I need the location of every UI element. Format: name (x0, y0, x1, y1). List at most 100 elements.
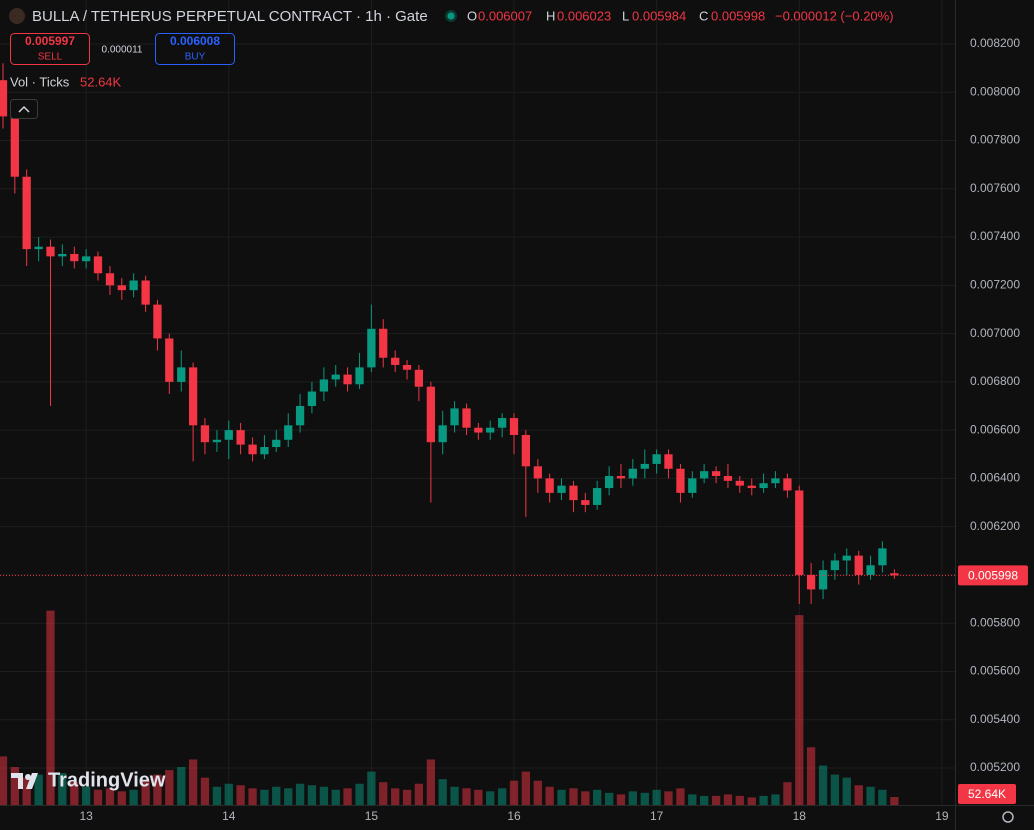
volume-bars (0, 610, 899, 805)
candle-body (188, 367, 198, 426)
candle-body (248, 444, 257, 455)
candle-body (866, 565, 875, 575)
x-tick-label: 19 (935, 809, 949, 823)
volume-bar (248, 788, 257, 805)
volume-bar (735, 795, 744, 805)
volume-bar (830, 774, 840, 805)
volume-bar (34, 774, 43, 805)
volume-bar (616, 794, 626, 805)
symbol-icon[interactable] (9, 8, 25, 24)
volume-bar (498, 788, 507, 805)
last-volume-label: 52.64K (968, 787, 1006, 801)
candle-body (533, 466, 542, 479)
volume-bar (284, 788, 293, 805)
candle-body (664, 454, 673, 469)
candle-body (58, 253, 67, 257)
collapse-button[interactable] (10, 99, 38, 119)
close-label: C (699, 8, 708, 23)
spread: 0.000011 (102, 45, 143, 56)
volume-bar (402, 789, 412, 805)
candle-body (486, 427, 495, 433)
y-tick-label: 0.006800 (970, 374, 1020, 388)
volume-bar (200, 777, 210, 805)
candle-body (331, 374, 340, 380)
candle-body (890, 573, 899, 576)
last-price-label: 0.005998 (968, 569, 1018, 583)
x-tick-label: 13 (79, 809, 93, 823)
collapse-icon (18, 105, 30, 113)
y-tick-label: 0.007400 (970, 229, 1020, 243)
volume-bar (188, 759, 198, 805)
volume-bar (866, 786, 875, 805)
volume-bar (878, 789, 887, 805)
candle-body (616, 475, 626, 479)
x-tick-label: 18 (793, 809, 807, 823)
x-tick-label: 16 (507, 809, 521, 823)
candle-body (224, 430, 233, 440)
candle-body (438, 425, 447, 443)
y-tick-label: 0.008000 (970, 84, 1020, 98)
buy-button[interactable] (155, 33, 235, 65)
volume-bar (640, 792, 649, 805)
symbol-title[interactable]: BULLA / TETHERUS PERPETUAL CONTRACT · 1h… (32, 8, 428, 25)
volume-bar (688, 794, 697, 805)
axes: 0.0052000.0054000.0056000.0058000.006000… (0, 36, 1028, 823)
volume-bar (343, 788, 352, 805)
candle-body (165, 338, 174, 382)
candle-body (652, 454, 661, 464)
last-volume-box (958, 784, 1016, 804)
candle-body (355, 367, 364, 385)
sell-price: 0.005997 (25, 34, 75, 48)
y-tick-label: 0.005200 (970, 760, 1020, 774)
change-value: −0.000012 (−0.20%) (775, 8, 894, 23)
volume-bar (46, 610, 55, 805)
candle-body (735, 480, 744, 486)
candle-body (212, 439, 222, 443)
candle-body (747, 485, 756, 489)
candle-body (141, 280, 150, 305)
sell-button[interactable] (10, 33, 90, 65)
volume-bar (842, 777, 851, 805)
candle-body (343, 374, 352, 385)
candles (0, 63, 899, 604)
volume-bar (438, 779, 447, 805)
volume-bar (509, 780, 519, 805)
low-value: 0.005984 (632, 8, 686, 23)
candle-body (569, 485, 578, 501)
candle-body (93, 256, 103, 274)
volume-legend-value: 52.64K (80, 74, 122, 89)
volume-bar (177, 767, 186, 805)
x-tick-label: 17 (650, 809, 664, 823)
candle-body (391, 357, 400, 365)
volume-bar (747, 797, 756, 805)
volume-bar (319, 786, 329, 805)
volume-bar (355, 783, 364, 805)
candle-body (628, 468, 637, 479)
candle-body (0, 80, 8, 117)
candle-body (521, 434, 530, 467)
volume-bar (783, 782, 792, 805)
volume-bar (236, 785, 245, 805)
candle-body (723, 475, 733, 481)
candle-body (177, 367, 186, 382)
volume-legend: Vol · Ticks (10, 74, 70, 89)
volume-bar (818, 765, 828, 805)
candle-body (806, 574, 816, 590)
y-tick-label: 0.006600 (970, 422, 1020, 436)
open-value: 0.006007 (478, 8, 532, 23)
volume-bar (652, 789, 661, 805)
volume-bar (806, 747, 816, 805)
candle-body (450, 408, 459, 426)
volume-bar (295, 783, 305, 805)
candle-body (319, 379, 329, 392)
candle-body (379, 328, 388, 358)
candle-body (402, 364, 412, 370)
volume-bar (212, 786, 222, 805)
candle-body (854, 555, 863, 575)
candle-body (10, 116, 19, 177)
volume-bar (545, 786, 554, 805)
settings-icon[interactable] (1002, 811, 1014, 823)
volume-bar (58, 773, 67, 805)
volume-bar (307, 785, 317, 805)
